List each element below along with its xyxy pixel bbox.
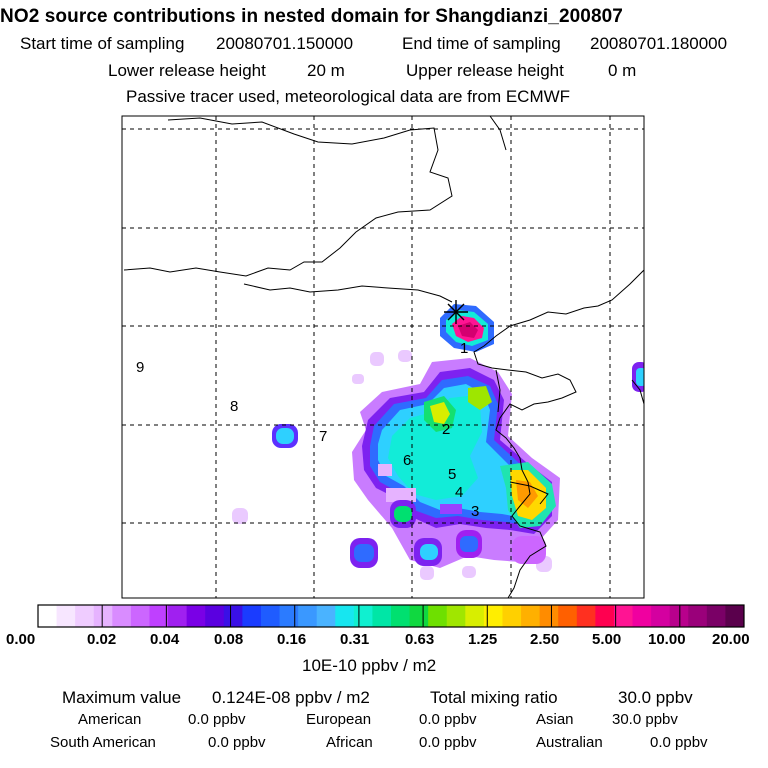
colorbar-swatch <box>558 605 578 627</box>
region-name: African <box>326 734 373 751</box>
colorbar-swatch <box>279 605 299 627</box>
lower-release-label: Lower release height <box>108 61 266 80</box>
colorbar-swatch <box>353 605 373 627</box>
region-value: 0.0 ppbv <box>208 734 266 751</box>
colorbar-swatch <box>149 605 169 627</box>
colorbar-swatch <box>651 605 671 627</box>
region-name: Asian <box>536 711 574 728</box>
region-value: 30.0 ppbv <box>612 711 678 728</box>
colorbar-swatch <box>428 605 448 627</box>
colorbar-swatch <box>391 605 411 627</box>
colorbar-swatch <box>75 605 95 627</box>
region-name: South American <box>50 734 156 751</box>
colorbar-tick: 0.00 <box>6 631 36 648</box>
colorbar-swatch <box>613 605 634 627</box>
colorbar-swatch <box>298 605 318 627</box>
concentration-field <box>232 304 644 580</box>
map-title: NO2 source contributions in nested domai… <box>0 6 623 27</box>
colorbar-swatch <box>205 605 225 627</box>
region-label-5: 5 <box>448 466 457 483</box>
lat-lon-grid <box>122 116 644 598</box>
region-value: 0.0 ppbv <box>188 711 246 728</box>
end-time-value: 20080701.180000 <box>590 34 728 53</box>
region-label-3: 3 <box>471 503 480 520</box>
coastlines <box>123 116 644 598</box>
colorbar-swatch <box>93 605 113 627</box>
colorbar-tick: 0.08 <box>214 631 244 648</box>
colorbar-swatch <box>372 605 392 627</box>
region-value: 0.0 ppbv <box>650 734 708 751</box>
colorbar-unit: 10E-10 ppbv / m2 <box>302 656 437 675</box>
total-mixing-value: 30.0 ppbv <box>618 688 693 707</box>
colorbar-swatch <box>409 605 429 627</box>
total-mixing-label: Total mixing ratio <box>430 688 558 707</box>
colorbar-swatch <box>335 605 355 627</box>
colorbar-tick: 20.00 <box>712 631 750 648</box>
map-frame <box>121 115 645 599</box>
colorbar-swatch <box>465 605 485 627</box>
start-time-label: Start time of sampling <box>20 34 185 53</box>
region-label-7: 7 <box>319 428 328 445</box>
region-name: American <box>78 711 142 728</box>
colorbar-swatch <box>521 605 541 627</box>
colorbar-swatch <box>725 605 745 627</box>
colorbar-tick: 1.25 <box>468 631 498 648</box>
region-label-1: 1 <box>460 340 469 357</box>
region-label-9: 9 <box>136 359 145 376</box>
region-value: 0.0 ppbv <box>419 711 477 728</box>
colorbar-tick: 2.50 <box>530 631 560 648</box>
upper-release-label: Upper release height <box>406 61 564 80</box>
colorbar-swatch <box>186 605 206 627</box>
colorbar-swatch <box>483 605 503 627</box>
colorbar-swatch <box>669 605 689 627</box>
start-time-value: 20080701.150000 <box>216 34 354 53</box>
region-name: European <box>306 711 372 728</box>
max-value: 0.124E-08 ppbv / m2 <box>212 688 370 707</box>
colorbar-tick: 0.02 <box>87 631 117 648</box>
colorbar-swatch <box>539 605 559 627</box>
region-label-2: 2 <box>442 421 451 438</box>
end-time-label: End time of sampling <box>402 34 561 53</box>
colorbar-swatch <box>595 605 615 627</box>
colorbar-tick: 0.16 <box>277 631 307 648</box>
colorbar-swatch <box>576 605 596 627</box>
colorbar-tick: 0.31 <box>340 631 370 648</box>
colorbar-swatch <box>223 605 243 627</box>
region-label-8: 8 <box>230 398 239 415</box>
colorbar-swatch <box>38 605 58 627</box>
colorbar-swatch <box>632 605 652 627</box>
colorbar-tick: 10.00 <box>648 631 686 648</box>
upper-release-value: 0 m <box>608 61 637 80</box>
region-name: Australian <box>536 734 603 751</box>
tracer-note: Passive tracer used, meteorological data… <box>126 87 571 106</box>
max-value-label: Maximum value <box>62 688 182 707</box>
colorbar-swatch <box>168 605 188 627</box>
colorbar-swatch <box>130 605 150 627</box>
colorbar-swatch <box>446 605 466 627</box>
lower-release-value: 20 m <box>307 61 345 80</box>
colorbar-swatch <box>242 605 262 627</box>
colorbar-frame <box>37 604 745 628</box>
colorbar-tick: 5.00 <box>592 631 622 648</box>
colorbar-swatch <box>56 605 76 627</box>
region-label-6: 6 <box>403 452 412 469</box>
colorbar-swatch <box>688 605 708 627</box>
colorbar-tick: 0.63 <box>405 631 435 648</box>
receptor-star-icon <box>444 300 468 324</box>
colorbar-swatch <box>316 605 336 627</box>
colorbar-swatch <box>502 605 522 627</box>
region-value: 0.0 ppbv <box>419 734 477 751</box>
colorbar-swatch <box>260 605 281 627</box>
colorbar <box>38 605 745 627</box>
colorbar-tick: 0.04 <box>150 631 180 648</box>
colorbar-swatch <box>112 605 132 627</box>
colorbar-swatch <box>706 605 726 627</box>
region-label-4: 4 <box>455 484 464 501</box>
